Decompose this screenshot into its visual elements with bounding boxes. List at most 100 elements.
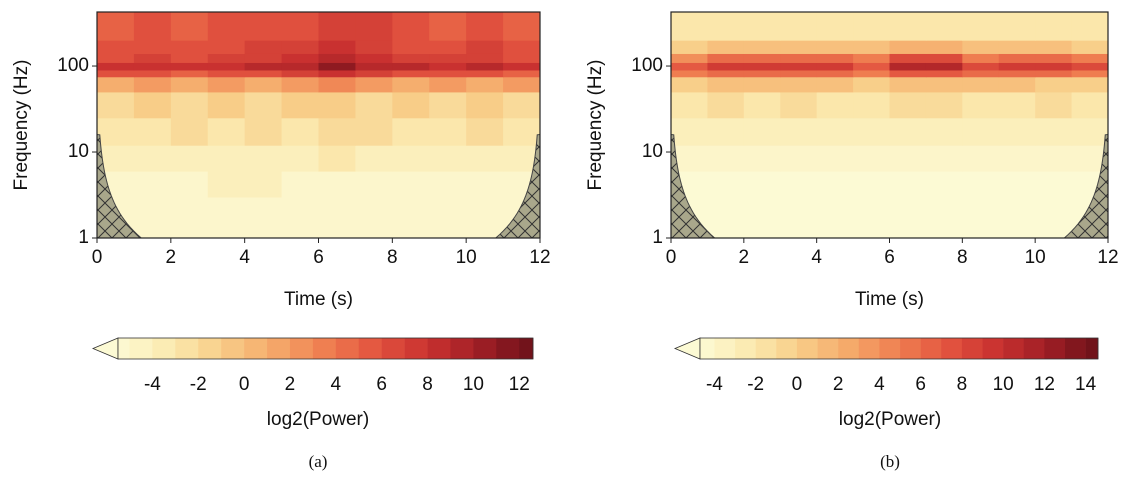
heatmap-cell [244, 196, 283, 238]
heatmap-cell [816, 171, 854, 198]
heatmap-cell [780, 171, 818, 198]
heatmap-cell [355, 40, 393, 54]
colorbar-segment [1085, 338, 1099, 359]
colorbar-label: log2(Power) [839, 409, 941, 430]
heatmap-cell [466, 12, 504, 41]
colorbar-tick-label: -4 [706, 374, 723, 395]
heatmap-cell [392, 91, 430, 119]
y-tick-label: 1 [652, 227, 663, 248]
colorbar-tick-label: 8 [957, 374, 968, 395]
heatmap-cell [998, 12, 1036, 41]
heatmap-cell [707, 171, 745, 198]
heatmap-cell [207, 91, 246, 119]
cone-of-influence [671, 133, 716, 238]
heatmap-cell [780, 196, 818, 238]
heatmap-cell [244, 117, 283, 146]
heatmap-cell [853, 12, 890, 41]
colorbar-segment [129, 338, 153, 359]
heatmap-cell [97, 91, 135, 119]
heatmap-cell [429, 91, 467, 119]
heatmap-cell [743, 69, 781, 78]
heatmap-cell [318, 117, 356, 146]
colorbar-segment [1065, 338, 1086, 359]
heatmap-cell [355, 91, 393, 119]
x-tick-label: 4 [239, 247, 250, 268]
heatmap-cell [392, 62, 430, 71]
heatmap-cell [853, 196, 890, 238]
heatmap-cell [170, 40, 209, 54]
x-tick-label: 2 [739, 247, 750, 268]
heatmap-cell [1035, 76, 1073, 93]
heatmap-cell [429, 12, 467, 41]
heatmap-cell [853, 69, 890, 78]
colorbar-tick-label: 10 [463, 374, 484, 395]
heatmap [97, 12, 540, 238]
heatmap-cell [671, 12, 708, 41]
heatmap-cell [133, 171, 172, 198]
colorbar-segment [700, 338, 715, 359]
heatmap-cell [707, 196, 745, 238]
heatmap-cell [429, 62, 467, 71]
heatmap-cell [1035, 12, 1073, 41]
heatmap-cell [816, 69, 854, 78]
heatmap-cell [244, 40, 283, 54]
heatmap-cell [207, 145, 246, 172]
colorbar-segment [198, 338, 222, 359]
heatmap-cell [889, 62, 927, 71]
heatmap-cell [743, 117, 781, 146]
colorbar-tick-label: 2 [833, 374, 844, 395]
heatmap-cell [429, 76, 467, 93]
heatmap-cell [392, 196, 430, 238]
heatmap-cell [133, 69, 172, 78]
heatmap-cell [503, 62, 540, 71]
heatmap-cell [816, 40, 854, 54]
heatmap-cell [780, 12, 818, 41]
heatmap-cell [133, 40, 172, 54]
heatmap-cell [355, 145, 393, 172]
heatmap-cell [853, 171, 890, 198]
y-tick-label: 1 [78, 227, 89, 248]
heatmap-cell [962, 62, 1000, 71]
heatmap-cell [133, 12, 172, 41]
x-tick-label: 2 [166, 247, 177, 268]
heatmap-cell [671, 91, 708, 119]
heatmap-cell [281, 145, 319, 172]
heatmap-cell [318, 53, 356, 63]
heatmap-cell [816, 62, 854, 71]
heatmap-cell [743, 76, 781, 93]
cone-of-influence [97, 133, 143, 238]
heatmap-cell [133, 91, 172, 119]
colorbar-segment [858, 338, 880, 359]
x-axis-label: Time (s) [284, 289, 353, 310]
heatmap-cell [318, 76, 356, 93]
heatmap-cell [244, 53, 283, 63]
heatmap-cell [671, 76, 708, 93]
heatmap-cell [207, 69, 246, 78]
heatmap-cell [889, 91, 927, 119]
colorbar-tick-label: 12 [1034, 374, 1055, 395]
caption: (b) [880, 452, 900, 471]
heatmap-cell [743, 62, 781, 71]
heatmap-cell [207, 53, 246, 63]
heatmap-cell [853, 91, 890, 119]
heatmap-cell [170, 62, 209, 71]
heatmap-cell [281, 69, 319, 78]
heatmap-cell [671, 62, 708, 71]
heatmap-cell [133, 76, 172, 93]
colorbar-segment [796, 338, 818, 359]
y-tick-label: 100 [57, 55, 89, 76]
heatmap-cell [244, 145, 283, 172]
colorbar-segment [941, 338, 963, 359]
heatmap-cell [1035, 62, 1073, 71]
heatmap-cell [281, 171, 319, 198]
colorbar-segment [496, 338, 520, 359]
heatmap-cell [392, 76, 430, 93]
heatmap-cell [925, 69, 963, 78]
heatmap-cell [429, 145, 467, 172]
heatmap-cell [503, 53, 540, 63]
colorbar-segment [519, 338, 534, 359]
heatmap-cell [925, 145, 963, 172]
heatmap-cell [962, 196, 1000, 238]
heatmap-cell [355, 69, 393, 78]
heatmap-cell [707, 40, 745, 54]
